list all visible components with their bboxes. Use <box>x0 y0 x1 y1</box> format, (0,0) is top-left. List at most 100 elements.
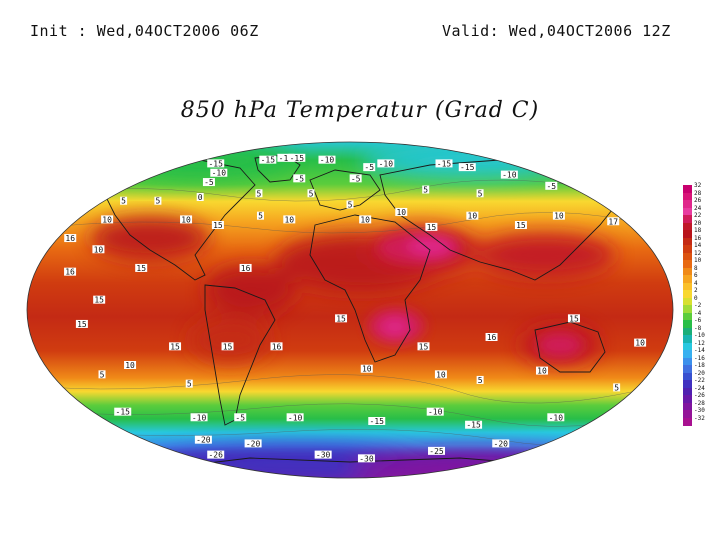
contour-label: -10 <box>428 408 443 417</box>
contour-label-bg <box>346 200 354 209</box>
colorbar-segment <box>683 245 692 253</box>
colorbar-label: 18 <box>694 227 702 234</box>
contour-label-bg <box>349 174 362 183</box>
colorbar-segment <box>683 387 692 396</box>
contour-label: 15 <box>77 320 87 329</box>
colorbar-segment <box>683 260 692 268</box>
contour-label-bg <box>476 375 484 384</box>
contour-label: 10 <box>554 212 564 221</box>
europe-outline <box>309 169 381 211</box>
contour-label: 10 <box>436 370 446 379</box>
contour-label: 15 <box>419 342 429 351</box>
colorbar-segment <box>683 192 692 201</box>
contour-label: 5 <box>155 197 160 206</box>
contour-label-bg <box>318 155 336 164</box>
colorbar-segment <box>683 357 692 366</box>
contour-label-bg <box>465 420 483 429</box>
contour-label-bg <box>255 189 263 198</box>
contour-label: 0 <box>198 193 203 202</box>
contour-label-bg <box>435 159 453 168</box>
contour-label: 15 <box>569 314 579 323</box>
australia-outline <box>534 321 606 373</box>
temperature-colorbar: 32 28 26 24 22 20 18 16 14 12 10 8 6 4 2 0 -2 -4 -6 -8 -10 -1… <box>683 180 717 430</box>
colorbar-segment <box>683 372 692 381</box>
colorbar-segment <box>683 275 692 283</box>
contour-label: 10 <box>360 215 370 224</box>
contour-label-bg <box>545 181 558 190</box>
contour-label: -5 <box>235 413 245 422</box>
colorbar-segment <box>683 297 692 306</box>
contour-label-bg <box>492 439 510 448</box>
contour-label-bg <box>169 342 182 351</box>
africa-outline <box>309 214 431 363</box>
colorbar-label: 16 <box>694 234 702 242</box>
contour-label: -10 <box>288 413 303 422</box>
contour-label: 5 <box>478 189 483 198</box>
temperature-field <box>27 142 673 478</box>
colorbar-label: 0 <box>694 294 698 302</box>
colorbar-segment <box>683 237 692 246</box>
contour-label-bg <box>428 446 446 455</box>
colorbar-label: -24 <box>694 384 705 392</box>
contour-label: -20 <box>494 439 509 448</box>
contour-label: -15 <box>290 154 305 163</box>
contour-label-bg <box>202 178 215 187</box>
contour-label-bg <box>514 221 527 229</box>
contour-label-bg <box>207 450 225 459</box>
contour-label: -15 <box>437 159 452 168</box>
contour-label: 10 <box>635 339 645 348</box>
colorbar-label: 28 <box>694 189 702 197</box>
contour-label: 5 <box>614 383 619 392</box>
contour-label-bg <box>395 207 408 216</box>
contour-label-bg <box>98 370 106 379</box>
contour-label: 15 <box>170 342 180 351</box>
contour-label: -20 <box>196 436 211 445</box>
colorbar-label: 22 <box>694 212 702 219</box>
contour-label-bg <box>567 314 580 323</box>
contour-label: 10 <box>362 365 372 374</box>
colorbar-segment <box>683 267 692 276</box>
colorbar-label: -28 <box>694 399 705 407</box>
contour-label-bg <box>277 153 295 162</box>
colorbar-label: -4 <box>694 309 702 317</box>
contour-label-bg <box>434 370 447 379</box>
contour-label: -5 <box>364 163 374 172</box>
contour-label-bg <box>92 245 105 254</box>
contour-label-bg <box>552 211 565 220</box>
contour-label: -15 <box>116 408 131 417</box>
contour-label-bg <box>426 407 444 416</box>
contour-label: -15 <box>370 417 385 426</box>
contour-label: -5 <box>204 178 214 187</box>
contour-label: -10 <box>320 156 335 165</box>
colorbar-label: -2 <box>694 302 702 309</box>
colorbar-segment <box>683 207 692 216</box>
contour-label: -15 <box>460 163 475 172</box>
contour-label-bg <box>417 342 430 351</box>
colorbar-label: 2 <box>694 287 698 294</box>
colorbar-segment <box>683 365 692 373</box>
contour-label: 5 <box>423 186 428 195</box>
contour-label-bg <box>357 454 375 463</box>
colorbar-segment <box>683 380 692 388</box>
colorbar-segment <box>683 252 692 261</box>
contour-label: -10 <box>279 154 294 163</box>
contour-label: 16 <box>487 333 497 342</box>
contour-label-bg <box>458 163 476 172</box>
contour-label-bg <box>466 211 479 220</box>
colorbar-segment <box>683 312 692 321</box>
contour-label-bg <box>75 319 88 328</box>
colorbar-label: 8 <box>694 264 698 272</box>
colorbar-segment <box>683 290 692 298</box>
contour-label: 16 <box>65 268 75 277</box>
contour-label-bg <box>634 338 647 347</box>
colorbar-label: -22 <box>694 377 705 384</box>
contour-label: 10 <box>181 215 191 224</box>
colorbar-label: -14 <box>694 347 705 354</box>
contour-label-bg <box>535 366 548 375</box>
colorbar-label: -20 <box>694 369 705 377</box>
contour-label-bg <box>120 196 128 205</box>
contour-label: -26 <box>208 451 223 460</box>
colorbar-label: 10 <box>694 257 702 264</box>
contour-label-bg <box>259 155 277 164</box>
